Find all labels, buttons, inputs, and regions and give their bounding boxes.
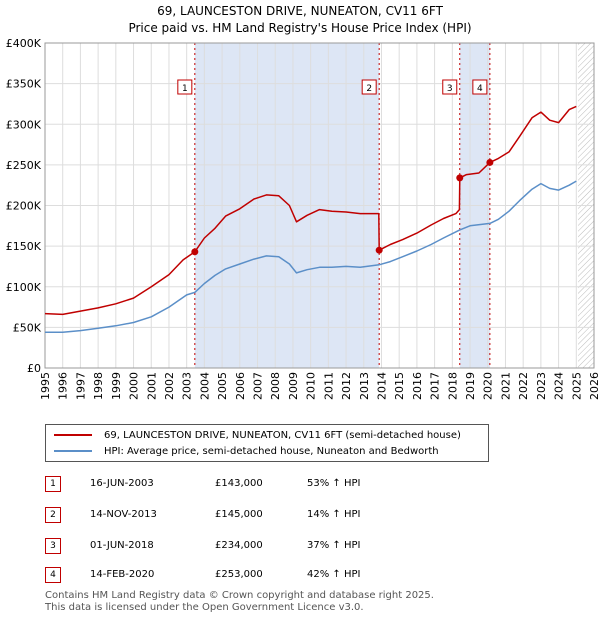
y-tick-label: £150K [6, 240, 42, 253]
x-tick-label: 2001 [145, 372, 158, 400]
y-tick-label: £250K [6, 159, 42, 172]
x-tick-label: 2014 [375, 372, 388, 400]
sale-label-1: 1 [182, 84, 188, 94]
y-tick-label: £300K [6, 118, 42, 131]
x-tick-label: 2007 [252, 372, 265, 400]
legend-label-hpi: HPI: Average price, semi-detached house,… [104, 445, 439, 457]
footer-attribution: Contains HM Land Registry data © Crown c… [45, 590, 434, 614]
x-tick-label: 2005 [216, 372, 229, 400]
x-tick-label: 2004 [198, 372, 211, 400]
sale-number-badge: 4 [45, 567, 61, 583]
y-tick-label: £350K [6, 78, 42, 91]
x-tick-label: 2017 [429, 372, 442, 400]
legend: 69, LAUNCESTON DRIVE, NUNEATON, CV11 6FT… [45, 424, 489, 462]
x-tick-label: 2006 [234, 372, 247, 400]
y-tick-label: £100K [6, 281, 42, 294]
y-tick-label: £200K [6, 200, 42, 213]
x-tick-label: 2019 [464, 372, 477, 400]
sale-point-3 [456, 174, 464, 182]
footer-line-2: This data is licensed under the Open Gov… [45, 602, 364, 613]
series-line-hpi [45, 180, 577, 334]
sale-number-badge: 1 [45, 476, 61, 492]
x-tick-label: 2008 [269, 372, 282, 400]
x-tick-label: 1999 [110, 372, 123, 400]
sale-label-box-2 [361, 79, 377, 95]
plot-frame [44, 42, 595, 369]
sale-hpi-change: 53% ↑ HPI [307, 478, 361, 489]
sale-hpi-change: 37% ↑ HPI [307, 540, 361, 551]
x-tick-label: 1997 [74, 372, 87, 400]
sale-price: £253,000 [215, 569, 263, 580]
x-tick-label: 2015 [393, 372, 406, 400]
sale-row-4: 4 14-FEB-2020 £253,000 42% ↑ HPI [45, 567, 565, 585]
y-tick-label: £400K [6, 37, 42, 50]
legend-swatch-hpi [54, 450, 92, 452]
x-tick-label: 2011 [322, 372, 335, 400]
x-tick-label: 2023 [535, 372, 548, 400]
series-line-property [44, 105, 577, 316]
sale-point-1 [191, 248, 199, 256]
y-tick-label: £50K [13, 321, 42, 334]
sale-number-badge: 3 [45, 538, 61, 554]
sale-price: £234,000 [215, 540, 263, 551]
sale-price: £145,000 [215, 509, 263, 520]
x-tick-label: 2025 [570, 372, 583, 400]
x-tick-label: 2013 [358, 372, 371, 400]
sale-date: 16-JUN-2003 [90, 478, 154, 489]
sale-label-3: 3 [447, 84, 453, 94]
x-tick-label: 2009 [287, 372, 300, 400]
chart-title-line1: 69, LAUNCESTON DRIVE, NUNEATON, CV11 6FT [157, 4, 443, 18]
sale-date: 14-NOV-2013 [90, 509, 157, 520]
sale-label-box-1 [177, 79, 193, 95]
sale-price: £143,000 [215, 478, 263, 489]
sale-date: 01-JUN-2018 [90, 540, 154, 551]
sale-label-box-3 [442, 79, 458, 95]
chart-plot: 1 2 3 4 £0 £50K £100K £150K £200K £250K £300K £350K… [6, 37, 600, 400]
sale-label-4: 4 [477, 84, 483, 94]
x-tick-label: 2020 [482, 372, 495, 400]
legend-label-property: 69, LAUNCESTON DRIVE, NUNEATON, CV11 6FT… [104, 429, 461, 441]
sale-hpi-change: 42% ↑ HPI [307, 569, 361, 580]
x-tick-label: 1996 [57, 372, 70, 400]
sale-row-2: 2 14-NOV-2013 £145,000 14% ↑ HPI [45, 507, 565, 525]
legend-swatch-property [54, 434, 92, 436]
x-tick-label: 1995 [39, 372, 52, 400]
sale-point-4 [486, 158, 494, 166]
footer-line-1: Contains HM Land Registry data © Crown c… [45, 590, 434, 601]
sale-row-3: 3 01-JUN-2018 £234,000 37% ↑ HPI [45, 538, 565, 556]
chart-title-line2: Price paid vs. HM Land Registry's House … [128, 21, 472, 35]
x-tick-label: 2018 [446, 372, 459, 400]
x-tick-label: 2024 [553, 372, 566, 400]
legend-item-hpi: HPI: Average price, semi-detached house,… [54, 444, 439, 458]
sale-number-badge: 2 [45, 507, 61, 523]
x-tick-label: 2000 [128, 372, 141, 400]
x-tick-label: 2012 [340, 372, 353, 400]
sale-point-2 [375, 246, 383, 254]
x-tick-label: 2010 [305, 372, 318, 400]
sale-label-2: 2 [366, 84, 372, 94]
x-tick-label: 1998 [92, 372, 105, 400]
sale-hpi-change: 14% ↑ HPI [307, 509, 361, 520]
y-tick-label: £0 [27, 362, 41, 375]
x-tick-label: 2026 [588, 372, 600, 400]
legend-item-property: 69, LAUNCESTON DRIVE, NUNEATON, CV11 6FT… [54, 428, 461, 442]
sale-label-box-4 [472, 79, 488, 95]
x-tick-label: 2022 [517, 372, 530, 400]
x-tick-label: 2003 [181, 372, 194, 400]
sale-date: 14-FEB-2020 [90, 569, 155, 580]
sale-row-1: 1 16-JUN-2003 £143,000 53% ↑ HPI [45, 476, 565, 494]
x-tick-label: 2021 [499, 372, 512, 400]
x-tick-label: 2002 [163, 372, 176, 400]
x-tick-label: 2016 [411, 372, 424, 400]
